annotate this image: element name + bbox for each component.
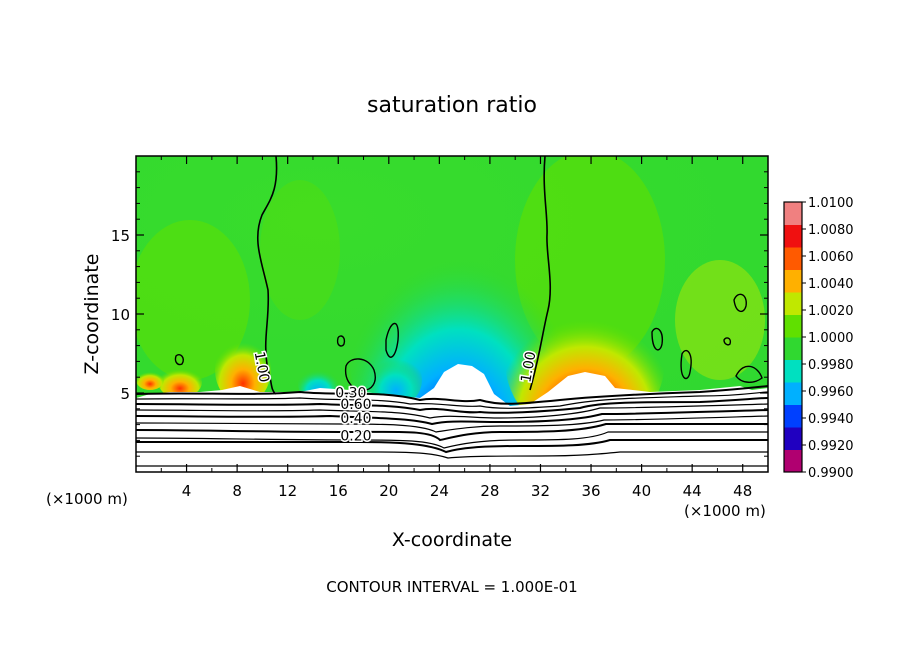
y-tick-label: 10 (111, 306, 130, 324)
x-axis: 4 8 12 16 20 24 28 32 36 40 44 48 (160, 156, 752, 500)
field-patch (136, 220, 250, 380)
low-level-contours (136, 385, 768, 467)
colorbar-label: 1.0060 (808, 250, 854, 265)
contour-line-closed (174, 354, 185, 366)
colorbar-label: 0.9980 (808, 358, 854, 373)
colorbar-label: 1.0080 (808, 223, 854, 238)
colorbar (783, 201, 803, 473)
x-unit-right: (×1000 m) (684, 502, 766, 520)
y-tick-label: 5 (120, 385, 130, 403)
contour-label: 0.40 (340, 411, 371, 427)
y-axis: 5 10 15 (111, 171, 768, 457)
colorbar-swatch (784, 337, 802, 360)
contour-line-1-00 (529, 156, 551, 391)
x-tick-label: 44 (683, 482, 702, 500)
colorbar-labels: 1.0100 1.0080 1.0060 1.0040 1.0020 1.0000 0.99… (802, 196, 854, 481)
contour-label: 0.20 (340, 428, 371, 444)
x-tick-label: 48 (733, 482, 752, 500)
colorbar-label: 0.9940 (808, 412, 854, 427)
x-tick-label: 28 (480, 482, 499, 500)
colorbar-swatch (784, 404, 802, 428)
x-tick-label: 20 (379, 482, 398, 500)
x-tick-label: 36 (581, 482, 600, 500)
contour-label: 1.00 (518, 350, 539, 383)
contour-label: 0.60 (340, 397, 371, 413)
colorbar-swatch (784, 382, 802, 405)
plot-area: 1.00 1.000.300.600.400.20 (136, 156, 768, 472)
colorbar-label: 0.9960 (808, 385, 854, 400)
colorbar-label: 1.0000 (808, 331, 854, 346)
colorbar-swatch (784, 269, 802, 293)
colorbar-swatch (784, 247, 802, 270)
warm-blob (136, 370, 164, 390)
chart-title: saturation ratio (367, 93, 537, 118)
warm-blob (158, 366, 202, 398)
colorbar-label: 0.9920 (808, 439, 854, 454)
contour-line-closed (723, 337, 732, 346)
field-patch (675, 260, 765, 380)
x-tick-label: 4 (182, 482, 192, 500)
colorbar-swatch (784, 314, 802, 338)
colorbar-swatch (784, 292, 802, 315)
colorbar-swatch (784, 224, 802, 248)
contour-line-1-00 (256, 156, 278, 395)
contour-label: 0.30 (335, 386, 366, 402)
contour-line-closed (651, 327, 664, 351)
contour-line-closed (735, 365, 763, 383)
x-tick-label: 8 (232, 482, 242, 500)
contour-line-closed (385, 322, 399, 358)
x-tick-label: 40 (632, 482, 651, 500)
field-patch (260, 180, 340, 320)
cool-blob (370, 354, 422, 406)
colorbar-label: 1.0100 (808, 196, 854, 211)
y-tick-label: 15 (111, 227, 130, 245)
contour-line-closed (680, 349, 692, 380)
colorbar-swatch (784, 202, 802, 225)
colorbar-swatch (784, 449, 802, 473)
x-axis-title: X-coordinate (392, 529, 512, 551)
x-tick-label: 32 (531, 482, 550, 500)
x-tick-label: 24 (430, 482, 449, 500)
colorbar-swatch (784, 359, 802, 383)
contour-labels: 1.00 1.000.300.600.400.20 (249, 349, 541, 446)
x-unit-left: (×1000 m) (46, 490, 128, 508)
contour-interval-note: CONTOUR INTERVAL = 1.000E-01 (326, 578, 577, 596)
colorbar-label: 0.9900 (808, 466, 854, 481)
contour-line-closed (336, 335, 346, 347)
blank-region (136, 364, 768, 472)
warm-blob (215, 336, 271, 404)
colorbar-swatch (784, 427, 802, 450)
colorbar-label: 1.0040 (808, 277, 854, 292)
x-tick-label: 12 (278, 482, 297, 500)
colorbar-label: 1.0020 (808, 304, 854, 319)
contour-line-closed (733, 293, 747, 313)
contour-line-closed (344, 358, 376, 391)
y-axis-title: Z-coordinate (81, 254, 103, 375)
x-tick-label: 16 (329, 482, 348, 500)
